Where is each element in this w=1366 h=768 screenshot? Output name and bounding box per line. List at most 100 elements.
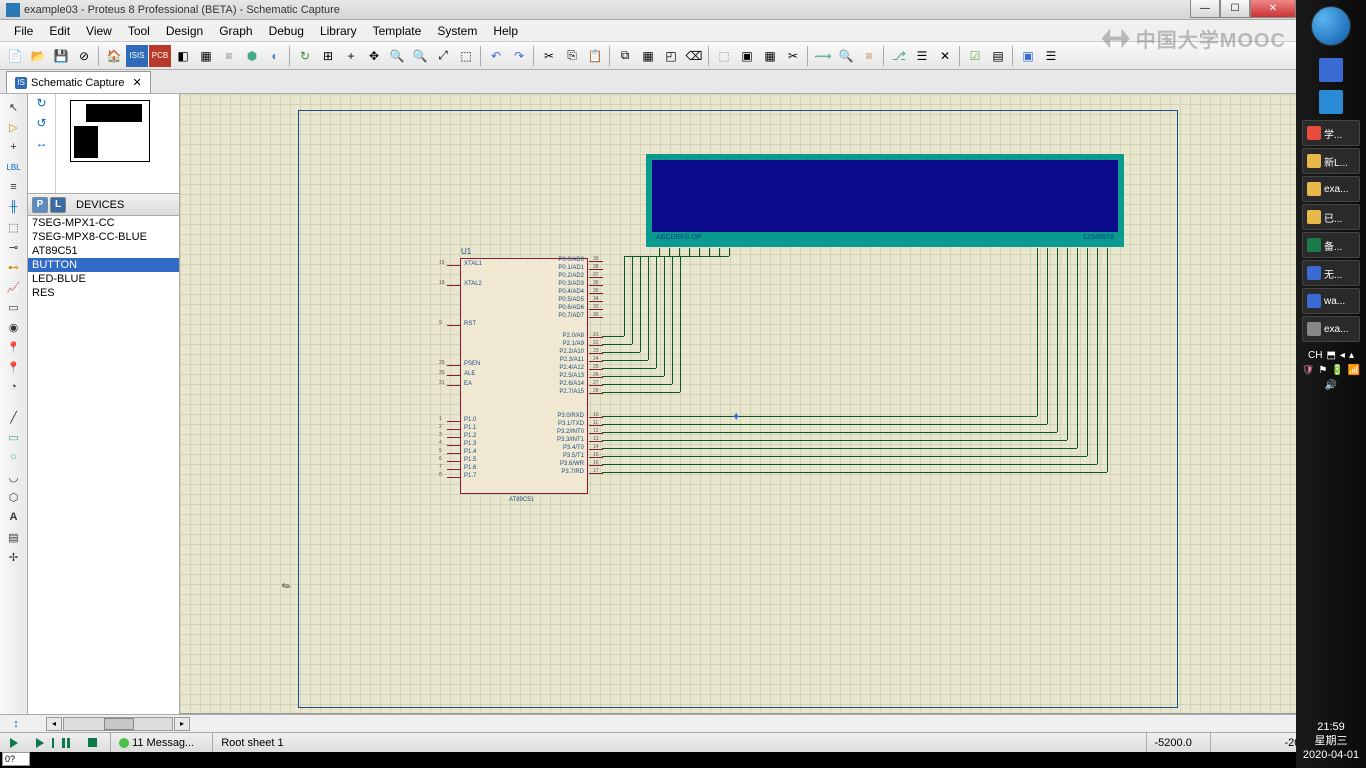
zoom-in-icon[interactable]: 🔍 (386, 45, 408, 67)
wire[interactable] (709, 248, 710, 256)
refresh-icon[interactable]: ↻ (294, 45, 316, 67)
wire[interactable] (1097, 248, 1098, 256)
gerber-icon[interactable]: ▦ (195, 45, 217, 67)
wire[interactable] (1077, 256, 1078, 448)
step-button[interactable] (32, 736, 48, 750)
generator-mode-icon[interactable]: ◉ (3, 318, 25, 336)
text-2d-icon[interactable]: A (3, 508, 25, 526)
schematic-icon[interactable]: ISIS (126, 45, 148, 67)
redo-icon[interactable]: ↷ (508, 45, 530, 67)
menu-design[interactable]: Design (158, 22, 211, 40)
taskbar-item[interactable]: 备... (1302, 232, 1360, 258)
erc-icon[interactable]: ☑ (964, 45, 986, 67)
wire[interactable] (680, 256, 681, 392)
probe-v-icon[interactable]: 📍 (3, 338, 25, 356)
menu-template[interactable]: Template (365, 22, 430, 40)
marker-2d-icon[interactable]: ✢ (3, 548, 25, 566)
wire[interactable] (602, 352, 640, 353)
wire[interactable] (729, 248, 730, 256)
tape-mode-icon[interactable]: ▭ (3, 298, 25, 316)
pcb-icon[interactable]: PCB (149, 45, 171, 67)
wire[interactable] (669, 248, 670, 256)
netlist-icon[interactable]: ▤ (987, 45, 1009, 67)
device-list-item[interactable]: RES (28, 286, 179, 300)
close-button[interactable]: ✕ (1250, 0, 1296, 18)
save-icon[interactable]: 💾 (50, 45, 72, 67)
pin-mode-icon[interactable]: ⊷ (3, 258, 25, 276)
wire[interactable] (640, 256, 641, 352)
menu-graph[interactable]: Graph (211, 22, 260, 40)
junction-mode-icon[interactable]: + (3, 138, 25, 156)
menu-tool[interactable]: Tool (120, 22, 158, 40)
remove-sheet-icon[interactable]: ✕ (934, 45, 956, 67)
property-icon[interactable]: ≡ (858, 45, 880, 67)
close-icon[interactable]: ⊘ (73, 45, 95, 67)
undo-icon[interactable]: ↶ (485, 45, 507, 67)
device-list-item[interactable]: LED-BLUE (28, 272, 179, 286)
new-icon[interactable]: 📄 (4, 45, 26, 67)
component-7seg-display[interactable]: ABCDEFG DP12345678 (646, 154, 1124, 247)
maximize-button[interactable]: ☐ (1220, 0, 1250, 18)
zoom-area-icon[interactable]: ⬚ (455, 45, 477, 67)
bom-icon[interactable]: ≡ (218, 45, 240, 67)
wire[interactable] (1107, 248, 1108, 256)
wire[interactable] (1057, 248, 1058, 256)
tray-power-icon[interactable]: 🔋 (1331, 365, 1343, 376)
tray-icon[interactable]: ◂ (1340, 350, 1345, 361)
overview-panel[interactable] (56, 94, 179, 193)
wire-autoroute-icon[interactable]: ⟿ (812, 45, 834, 67)
wire[interactable] (1037, 256, 1038, 416)
wire[interactable] (602, 368, 656, 369)
copy-icon[interactable]: ⎘ (561, 45, 583, 67)
wire[interactable] (602, 440, 1067, 441)
device-list-item[interactable]: BUTTON (28, 258, 179, 272)
path-2d-icon[interactable]: ⬡ (3, 488, 25, 506)
new-sheet-icon[interactable]: ☰ (911, 45, 933, 67)
play-button[interactable] (6, 736, 22, 750)
menu-view[interactable]: View (78, 22, 120, 40)
paste-icon[interactable]: 📋 (584, 45, 606, 67)
pause-button[interactable] (58, 736, 74, 750)
line-2d-icon[interactable]: ╱ (3, 408, 25, 426)
wire[interactable] (602, 464, 1097, 465)
mirror-h-icon[interactable]: ↔ (31, 136, 53, 154)
quick-launch-icon[interactable] (1319, 90, 1343, 114)
bus-mode-icon[interactable]: ╫ (3, 198, 25, 216)
text-mode-icon[interactable]: ≡ (3, 178, 25, 196)
wire[interactable] (699, 248, 700, 256)
wire[interactable] (656, 256, 657, 368)
component-mcu[interactable]: U1AT89C51 19 XTAL1 18 XTAL2 9 RST 29 PSE… (460, 258, 588, 494)
device-list-item[interactable]: 7SEG-MPX1-CC (28, 216, 179, 230)
wire[interactable] (648, 256, 649, 360)
quick-launch-icon[interactable] (1319, 58, 1343, 82)
probe-i-icon[interactable]: 📍 (3, 358, 25, 376)
taskbar-item[interactable]: exa... (1302, 176, 1360, 202)
ime-indicator[interactable]: CH (1308, 350, 1322, 361)
wire[interactable] (1077, 248, 1078, 256)
wire[interactable] (689, 248, 690, 256)
pick-device-button[interactable]: P (32, 197, 48, 213)
wire[interactable] (1067, 256, 1068, 440)
taskbar-item[interactable]: 学... (1302, 120, 1360, 146)
tray-icon[interactable]: ⬒ (1326, 350, 1335, 361)
wire[interactable] (624, 256, 625, 336)
zoom-out-icon[interactable]: 🔍 (409, 45, 431, 67)
box-2d-icon[interactable]: ▭ (3, 428, 25, 446)
tray-up-icon[interactable]: ▴ (1349, 350, 1354, 361)
menu-edit[interactable]: Edit (41, 22, 78, 40)
wire[interactable] (719, 248, 720, 256)
scroll-left-button[interactable]: ◂ (46, 717, 62, 731)
menu-file[interactable]: File (6, 22, 41, 40)
stop-button[interactable] (84, 736, 100, 750)
wire[interactable] (602, 376, 664, 377)
wire[interactable] (659, 248, 660, 256)
tray-volume-icon[interactable]: 🔊 (1325, 380, 1337, 391)
decompose-icon[interactable]: ✂ (782, 45, 804, 67)
menu-debug[interactable]: Debug (261, 22, 312, 40)
wire[interactable] (602, 392, 680, 393)
tab-schematic[interactable]: IS Schematic Capture ✕ (6, 71, 151, 93)
wire[interactable] (679, 248, 680, 256)
block-delete-icon[interactable]: ⌫ (683, 45, 705, 67)
code-icon[interactable]: ⬢ (241, 45, 263, 67)
select-mode-icon[interactable]: ↖ (3, 98, 25, 116)
